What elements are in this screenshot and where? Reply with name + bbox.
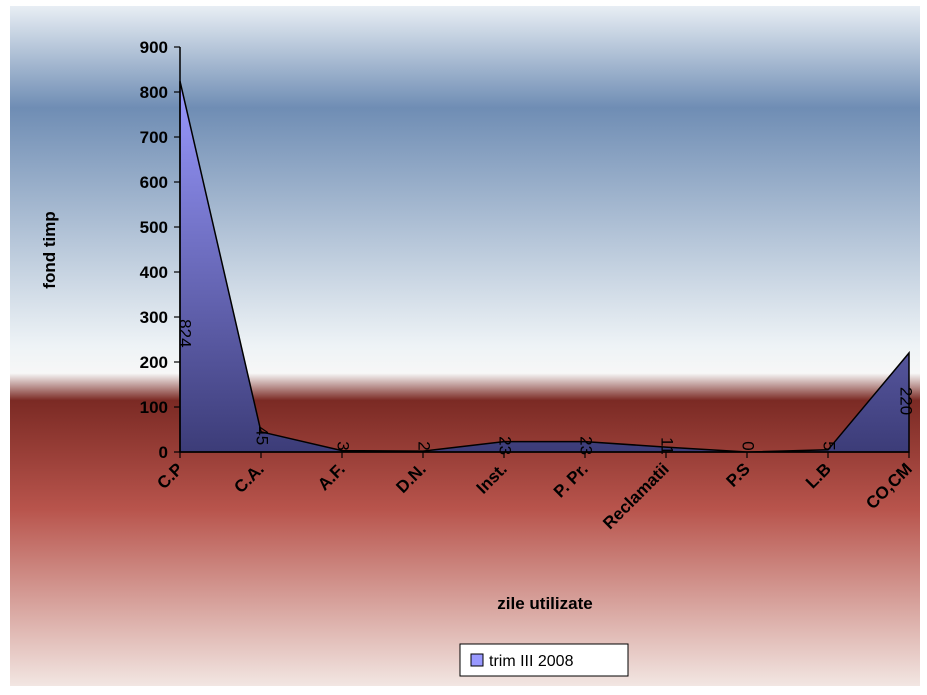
y-tick-label: 400 (140, 263, 168, 282)
data-label: 5 (820, 441, 839, 450)
y-tick-labels: 0 100 200 300 400 500 600 700 800 900 (140, 38, 168, 462)
data-label: 3 (334, 441, 353, 450)
data-label: 0 (739, 441, 758, 450)
axes (174, 46, 910, 458)
data-label: 11 (658, 437, 677, 455)
data-label: 824 (176, 319, 195, 347)
data-labels: 824 45 3 2 23 23 11 0 5 220 (176, 319, 916, 455)
y-tick-label: 0 (159, 443, 168, 462)
y-axis-title: fond timp (40, 211, 59, 288)
data-label: 45 (253, 426, 272, 445)
y-tick-label: 600 (140, 173, 168, 192)
area-fill (179, 81, 910, 453)
data-label: 23 (577, 436, 596, 455)
y-tick-label: 800 (140, 83, 168, 102)
area-series (179, 81, 910, 453)
legend: trim III 2008 (459, 643, 629, 677)
data-label: 220 (897, 387, 916, 415)
x-axis-title: zile utilizate (497, 594, 592, 613)
y-tick-label: 900 (140, 38, 168, 57)
y-tick-label: 500 (140, 218, 168, 237)
data-label: 23 (496, 436, 515, 455)
data-label: 2 (415, 441, 434, 450)
legend-swatch (470, 653, 484, 667)
legend-label: trim III 2008 (489, 653, 574, 670)
y-tick-label: 200 (140, 353, 168, 372)
y-tick-label: 700 (140, 128, 168, 147)
y-tick-label: 300 (140, 308, 168, 327)
legend-box (459, 643, 629, 677)
y-tick-label: 100 (140, 398, 168, 417)
chart-background (10, 6, 920, 686)
